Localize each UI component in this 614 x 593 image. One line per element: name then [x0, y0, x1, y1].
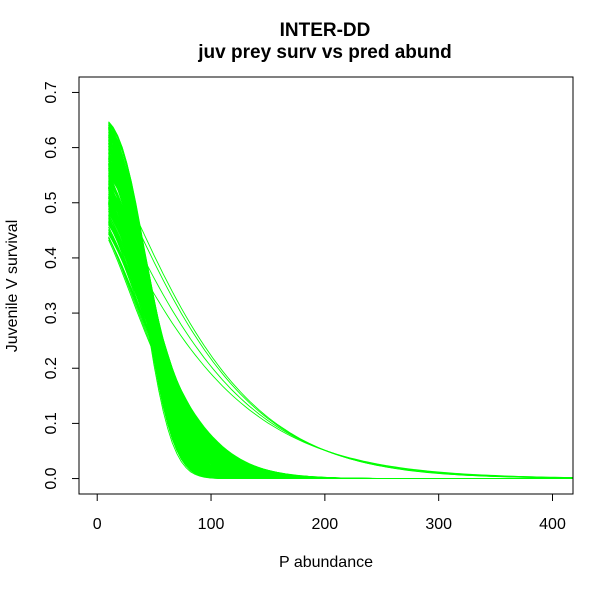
y-axis: 0.0 0.1 0.2 0.3 0.4 0.5 0.6 0.7: [43, 81, 80, 490]
survival-curve: [108, 122, 573, 480]
survival-curve: [108, 157, 573, 480]
plot-frame: [78, 76, 574, 495]
x-tick-label: 100: [198, 516, 225, 533]
chart-title: INTER-DD: [280, 20, 371, 41]
chart-subtitle: juv prey surv vs pred abund: [197, 42, 451, 63]
survival-curve: [108, 202, 573, 480]
survival-curve: [108, 189, 573, 479]
y-tick-label: 0.0: [43, 467, 60, 489]
x-tick-label: 200: [312, 516, 339, 533]
curve-group: [108, 121, 573, 480]
y-tick-label: 0.7: [43, 81, 60, 103]
x-tick-label: 400: [539, 516, 566, 533]
x-axis: 0 100 200 300 400: [93, 493, 566, 533]
y-tick-label: 0.3: [43, 302, 60, 324]
y-tick-label: 0.4: [43, 247, 60, 269]
x-axis-label: P abundance: [279, 554, 373, 571]
y-tick-label: 0.6: [43, 136, 60, 158]
y-tick-label: 0.2: [43, 357, 60, 379]
y-tick-label: 0.5: [43, 192, 60, 214]
x-tick-label: 0: [93, 516, 102, 533]
x-tick-label: 300: [425, 516, 452, 533]
y-tick-label: 0.1: [43, 412, 60, 434]
y-axis-label: Juvenile V survival: [4, 220, 21, 353]
